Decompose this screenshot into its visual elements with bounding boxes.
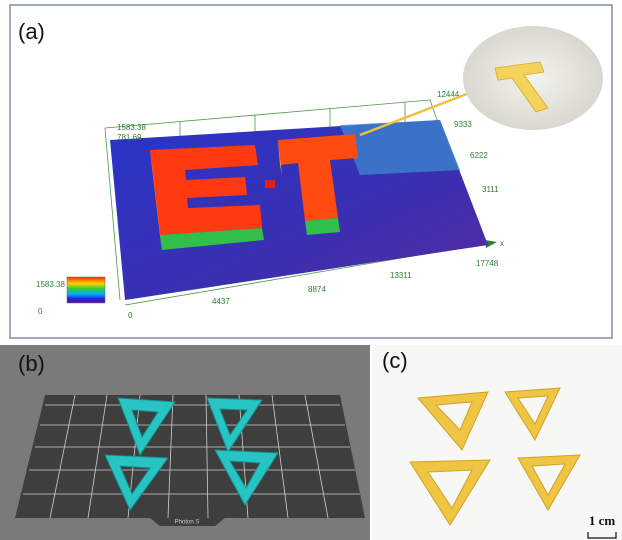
panel-label: (c) (382, 348, 408, 373)
panel-a: (a) 1583.38 781.69 12444 9333 (9, 4, 613, 339)
panel-label: (b) (18, 351, 45, 376)
left-label: 781.69 (117, 133, 142, 142)
right-label: 9333 (454, 120, 472, 129)
x-label: 0 (128, 311, 133, 320)
x-arrow (485, 240, 497, 248)
scale-bar (587, 532, 617, 539)
letter-t (278, 134, 358, 235)
x-label: 17748 (476, 259, 499, 268)
yellow-triangles (409, 387, 581, 526)
scale-label: 1 cm (589, 513, 616, 528)
inset-photo (463, 26, 603, 130)
colorbar-label: 1583.38 (36, 280, 65, 289)
x-label: 13311 (390, 271, 412, 280)
x-axis-name: x (500, 239, 504, 248)
build-plate (15, 395, 365, 518)
colorbar-label: 0 (38, 307, 43, 316)
colorbar (66, 276, 106, 304)
right-label: 6222 (470, 151, 488, 160)
right-label: 3111 (482, 185, 499, 194)
printer-label: Photon S (175, 520, 200, 526)
panel-c: (c) 1 cm (372, 345, 622, 540)
letter-e (150, 145, 264, 250)
panel-b: (b) Photon S (0, 345, 370, 540)
printed-t (494, 61, 549, 113)
left-label: 1583.38 (117, 123, 146, 132)
cyan-triangles (104, 397, 279, 511)
plate-tab (150, 518, 225, 526)
x-label: 4437 (212, 297, 230, 306)
panel-background (372, 345, 622, 540)
surface-ridge (340, 120, 460, 175)
panel-label: (a) (18, 19, 45, 44)
dash (265, 180, 275, 188)
right-label: 12444 (437, 90, 460, 99)
x-label: 8874 (308, 285, 326, 294)
